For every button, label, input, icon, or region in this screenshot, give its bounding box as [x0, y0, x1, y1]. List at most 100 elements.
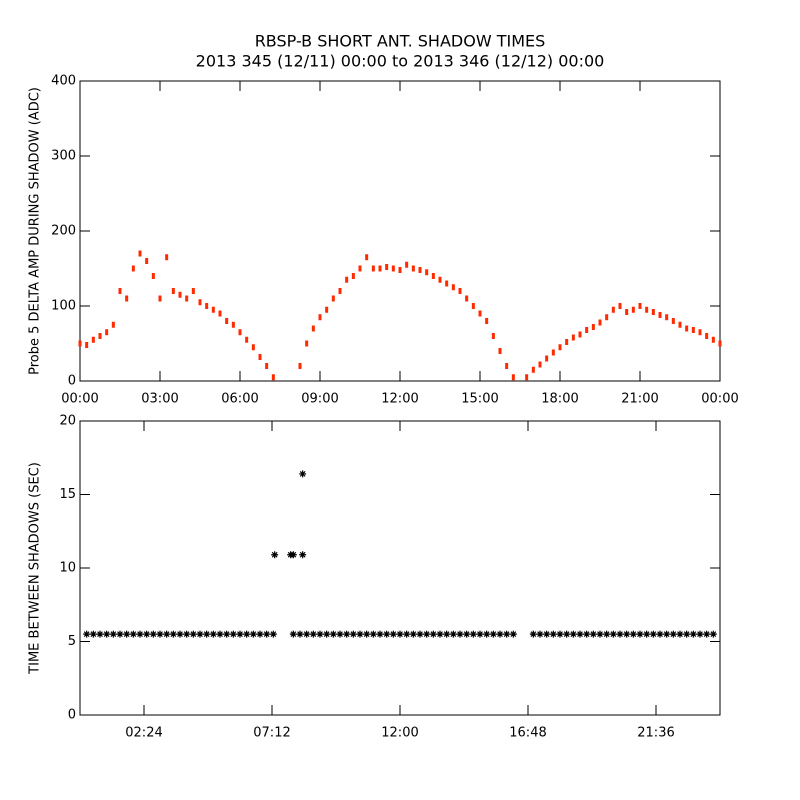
point — [158, 295, 162, 302]
point — [471, 303, 475, 309]
point — [663, 630, 671, 638]
point — [196, 630, 204, 638]
point — [511, 374, 515, 381]
point — [371, 265, 375, 272]
point — [269, 630, 277, 638]
chart-title: RBSP-B SHORT ANT. SHADOW TIMES — [255, 32, 546, 51]
point — [425, 269, 429, 276]
point — [165, 254, 169, 261]
point — [669, 630, 677, 638]
y-tick-label: 5 — [68, 634, 76, 649]
point — [536, 630, 544, 638]
point — [645, 306, 649, 313]
point — [149, 630, 157, 638]
point — [418, 267, 422, 273]
point — [503, 630, 511, 638]
point — [216, 630, 224, 638]
point — [198, 299, 202, 306]
y-tick-label: 10 — [59, 561, 76, 576]
point — [185, 295, 189, 302]
point — [236, 630, 244, 638]
point — [491, 333, 495, 339]
point — [649, 630, 657, 638]
point — [78, 340, 82, 347]
point — [163, 630, 171, 638]
point — [396, 630, 404, 638]
point — [85, 342, 89, 348]
y-tick-label: 400 — [51, 74, 76, 89]
point — [569, 630, 577, 638]
point — [271, 551, 279, 559]
point — [265, 363, 269, 369]
point — [409, 630, 417, 638]
point — [103, 630, 111, 638]
point — [423, 630, 431, 638]
point — [436, 630, 444, 638]
point — [605, 314, 609, 321]
point — [156, 630, 164, 638]
x-tick-label: 00:00 — [701, 392, 738, 407]
point — [429, 630, 437, 638]
y-tick-label: 100 — [51, 299, 76, 314]
point — [629, 630, 637, 638]
point — [483, 630, 491, 638]
x-tick-label: 16:48 — [509, 726, 546, 741]
point — [378, 265, 382, 272]
point — [589, 630, 597, 638]
point — [658, 312, 662, 318]
point — [718, 340, 722, 347]
point — [316, 630, 324, 638]
point — [616, 630, 624, 638]
point — [458, 288, 462, 294]
y-tick-label: 300 — [51, 149, 76, 164]
point — [558, 344, 562, 351]
point — [296, 630, 304, 638]
point — [391, 265, 395, 272]
point — [478, 310, 482, 317]
point — [703, 630, 711, 638]
point — [205, 303, 209, 309]
point — [678, 321, 682, 328]
point — [565, 339, 569, 345]
point — [89, 630, 97, 638]
point — [136, 630, 144, 638]
point — [685, 325, 689, 332]
point — [305, 340, 309, 347]
point — [549, 630, 557, 638]
point — [331, 295, 335, 302]
point — [571, 334, 575, 341]
point — [385, 264, 389, 270]
point — [443, 630, 451, 638]
point — [576, 630, 584, 638]
point — [131, 265, 135, 272]
point — [438, 276, 442, 283]
point — [189, 630, 197, 638]
point — [251, 344, 255, 351]
point — [643, 630, 651, 638]
point — [358, 265, 362, 272]
point — [138, 250, 142, 257]
y-tick-label: 0 — [68, 708, 76, 723]
point — [376, 630, 384, 638]
point — [229, 630, 237, 638]
point — [583, 630, 591, 638]
point — [709, 630, 717, 638]
point — [218, 310, 222, 317]
point — [625, 309, 629, 315]
point — [245, 336, 249, 343]
point — [476, 630, 484, 638]
point — [145, 258, 149, 264]
point — [143, 630, 151, 638]
point — [545, 355, 549, 362]
point — [445, 280, 449, 287]
point — [531, 366, 535, 373]
point — [289, 630, 297, 638]
point — [676, 630, 684, 638]
point — [698, 329, 702, 336]
point — [116, 630, 124, 638]
point — [336, 630, 344, 638]
x-tick-label: 07:12 — [253, 726, 290, 741]
y-tick-label: 20 — [59, 414, 76, 429]
point — [183, 630, 191, 638]
